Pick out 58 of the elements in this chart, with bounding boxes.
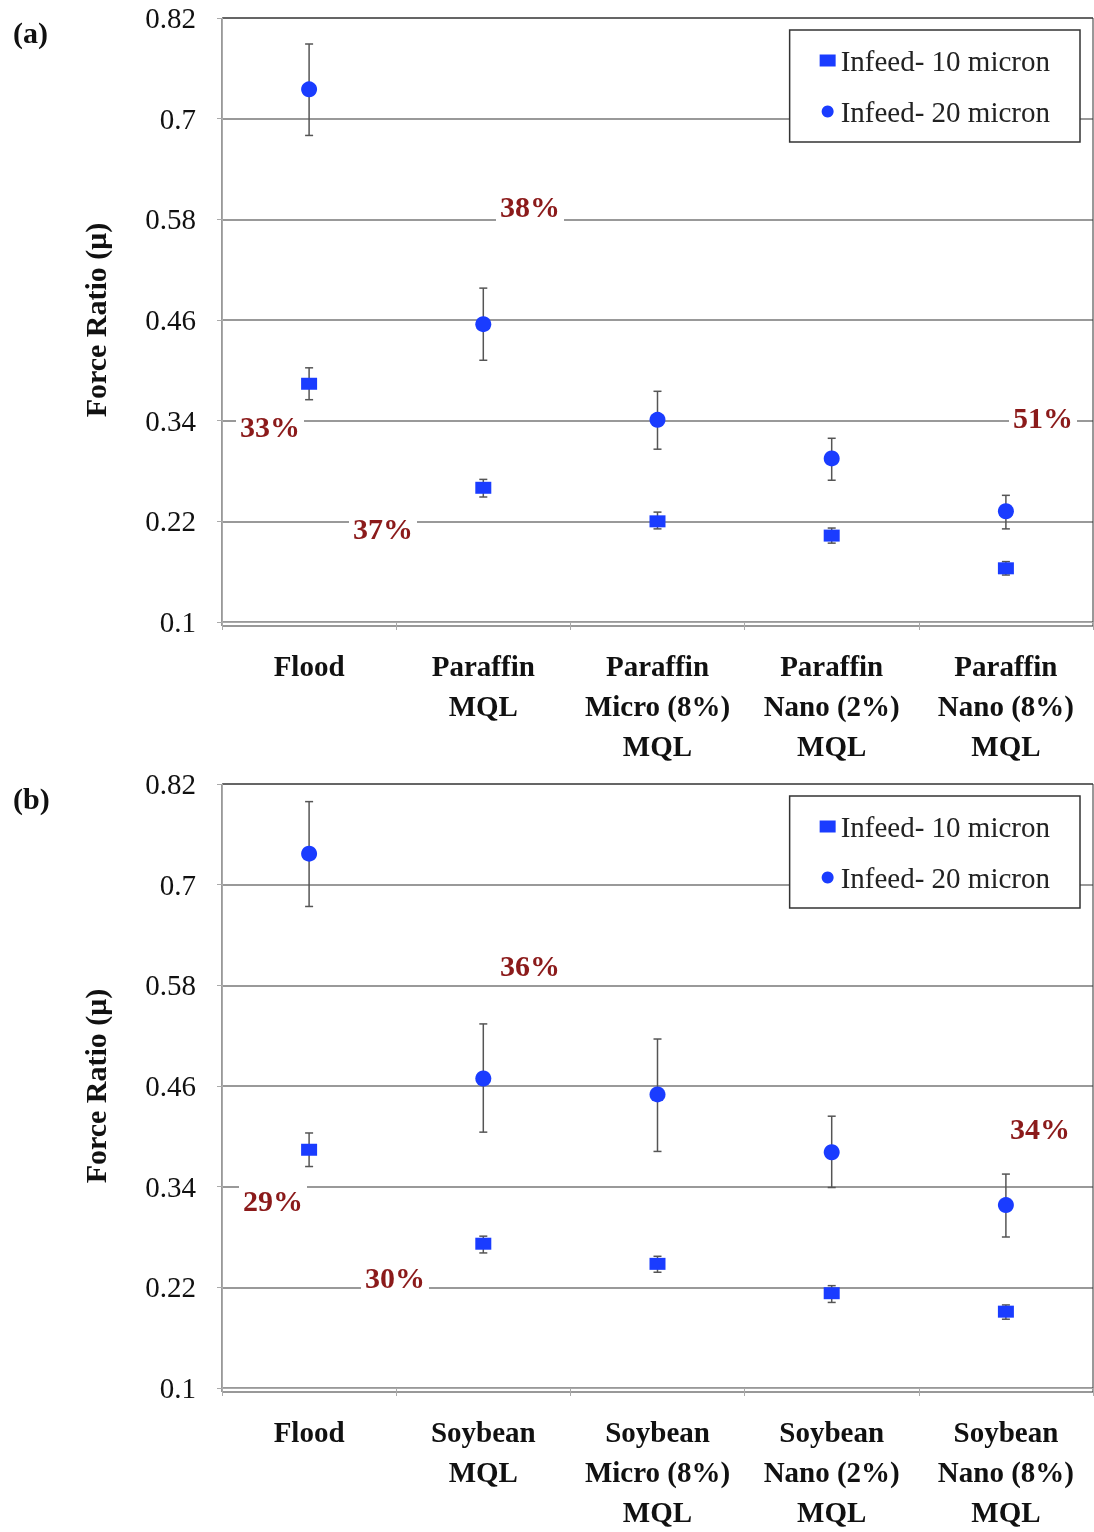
legend-label: Infeed- 10 micron	[840, 810, 1051, 843]
annotation: 29%	[243, 1183, 303, 1217]
point	[475, 481, 492, 494]
point	[997, 1197, 1014, 1214]
point	[997, 1305, 1014, 1318]
y-tick-label: 0.58	[145, 969, 196, 1002]
y-tick-label: 0.82	[145, 768, 196, 800]
x-tick-label: Paraffin Nano (2%) MQL	[763, 650, 900, 762]
point	[301, 845, 318, 862]
y-tick-label: 0.34	[145, 404, 197, 437]
legend-label: Infeed- 10 micron	[840, 44, 1051, 77]
annotation: 37%	[353, 511, 413, 545]
point	[475, 1070, 492, 1087]
annotation: 36%	[500, 948, 560, 982]
y-axis-title: Force Ratio (μ)	[78, 988, 113, 1184]
point	[997, 562, 1014, 575]
x-tick-label: Flood	[273, 1416, 345, 1448]
point	[823, 1144, 840, 1161]
y-tick-label: 0.34	[145, 1170, 197, 1203]
point	[301, 81, 318, 98]
x-tick-label: Flood	[273, 650, 345, 682]
annotation: 30%	[365, 1260, 425, 1294]
y-tick-label: 0.7	[159, 102, 196, 135]
chart-title: (b)	[13, 781, 50, 816]
point	[475, 316, 492, 333]
point	[301, 377, 318, 390]
annotation: 34%	[1010, 1111, 1070, 1145]
point	[475, 1237, 492, 1250]
y-tick-label: 0.7	[159, 868, 196, 901]
point	[823, 450, 840, 467]
x-tick-label: Paraffin Micro (8%) MQL	[584, 650, 731, 762]
point	[649, 1086, 666, 1103]
point	[997, 503, 1014, 520]
point	[649, 515, 666, 528]
y-tick-label: 0.58	[145, 203, 196, 236]
annotation: 38%	[500, 189, 560, 223]
y-tick-label: 0.22	[145, 1271, 196, 1304]
x-tick-label: Soybean Nano (8%) MQL	[937, 1416, 1074, 1528]
x-tick-label: Soybean Micro (8%) MQL	[584, 1416, 731, 1528]
y-axis-title: Force Ratio (μ)	[78, 222, 113, 418]
y-tick-label: 0.1	[159, 606, 196, 638]
chart-title: (a)	[13, 15, 48, 50]
legend-label: Infeed- 20 micron	[840, 861, 1051, 894]
annotation: 51%	[1013, 400, 1073, 434]
y-tick-label: 0.46	[145, 304, 196, 336]
x-tick-label: Soybean Nano (2%) MQL	[763, 1416, 900, 1528]
y-tick-label: 0.82	[145, 2, 196, 34]
x-tick-label: Paraffin Nano (8%) MQL	[937, 650, 1074, 762]
point	[823, 1287, 840, 1300]
annotation: 33%	[240, 409, 300, 443]
y-tick-label: 0.22	[145, 505, 196, 538]
x-tick-label: Soybean MQL	[430, 1416, 536, 1488]
legend-label: Infeed- 20 micron	[840, 95, 1051, 128]
x-tick-label: Paraffin MQL	[431, 650, 535, 722]
y-tick-label: 0.1	[159, 1372, 196, 1404]
point	[649, 411, 666, 428]
point	[301, 1143, 318, 1156]
y-tick-label: 0.46	[145, 1070, 196, 1102]
